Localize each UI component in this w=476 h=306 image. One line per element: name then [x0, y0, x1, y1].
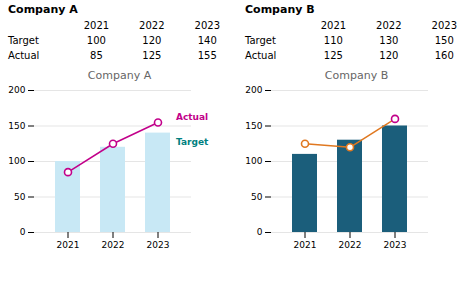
svg-text:150: 150 — [8, 121, 25, 131]
html-text:160: 160 — [434, 50, 454, 61]
html-text:Actual: Actual — [8, 50, 40, 61]
html-text:85: 85 — [90, 50, 103, 61]
svg-text:2022: 2022 — [339, 240, 362, 250]
svg-text:2023: 2023 — [147, 240, 170, 250]
svg-text:2022: 2022 — [102, 240, 125, 250]
html-text:Actual: Actual — [245, 50, 277, 61]
svg-text:100: 100 — [8, 156, 25, 166]
html-text:Target: Target — [245, 35, 276, 46]
html-text:2023: 2023 — [194, 20, 220, 31]
svg-text:2023: 2023 — [384, 240, 407, 250]
svg-text:200: 200 — [8, 85, 25, 95]
html-text:2022: 2022 — [376, 20, 402, 31]
html-text:2022: 2022 — [139, 20, 165, 31]
svg-text:2021: 2021 — [57, 240, 80, 250]
svg-text:50: 50 — [251, 192, 263, 202]
html-text:2021: 2021 — [320, 20, 347, 31]
svg-text:50: 50 — [14, 192, 26, 202]
html-text:155: 155 — [197, 50, 217, 61]
html-text:Company B: Company B — [324, 69, 389, 82]
svg-text:150: 150 — [245, 121, 262, 131]
svg-text:0: 0 — [20, 227, 26, 237]
html-text:125: 125 — [142, 50, 162, 61]
html-text:150: 150 — [434, 35, 454, 46]
html-text:120: 120 — [142, 35, 162, 46]
html-text:Company A: Company A — [8, 3, 78, 16]
svg-text:0: 0 — [257, 227, 263, 237]
html-text:125: 125 — [323, 50, 343, 61]
svg-text:100: 100 — [245, 156, 262, 166]
html-text:Company B: Company B — [245, 3, 315, 16]
html-text:2021: 2021 — [83, 20, 110, 31]
html-text:110: 110 — [323, 35, 343, 46]
svg-text:Target: Target — [176, 137, 209, 147]
html-text:120: 120 — [379, 50, 399, 61]
html-text:140: 140 — [197, 35, 217, 46]
html-text:2023: 2023 — [431, 20, 457, 31]
html-text:Target: Target — [8, 35, 39, 46]
html-text:130: 130 — [379, 35, 399, 46]
html-text:100: 100 — [86, 35, 106, 46]
svg-text:200: 200 — [245, 85, 262, 95]
html-text:Company A: Company A — [87, 69, 152, 82]
svg-text:2021: 2021 — [294, 240, 317, 250]
svg-text:Actual: Actual — [176, 112, 208, 122]
